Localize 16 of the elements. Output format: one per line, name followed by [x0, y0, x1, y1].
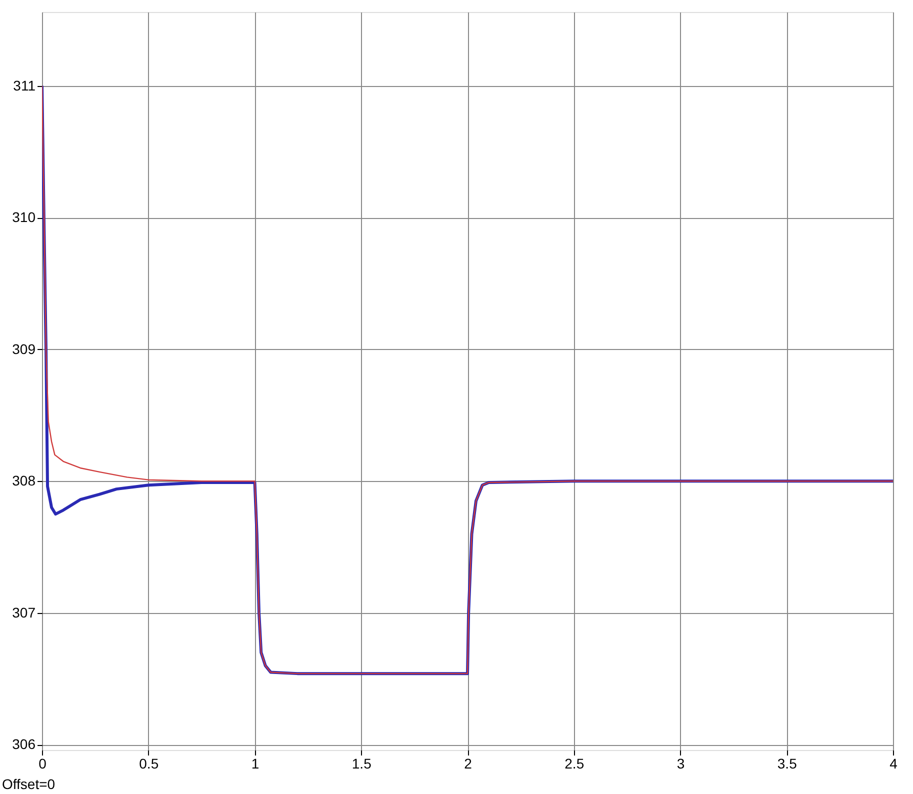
x-tick-label: 1: [251, 756, 260, 772]
x-tick-label: 0.5: [139, 756, 159, 772]
y-tick-label: 306: [12, 736, 36, 752]
y-tick-label: 310: [12, 209, 36, 226]
x-tick-label: 4: [890, 756, 898, 772]
x-tick-label: 2.5: [564, 756, 584, 772]
y-tick-label: 308: [12, 472, 36, 489]
y-tick-label: 311: [13, 77, 36, 94]
x-tick-label: 3.5: [777, 756, 798, 772]
x-tick-label: 3: [676, 756, 685, 772]
x-tick-label: 2: [464, 756, 472, 772]
y-tick-label: 307: [12, 604, 36, 620]
text: Offset=0: [2, 776, 56, 792]
x-tick-label: 0: [38, 756, 47, 772]
y-tick-label: 309: [12, 340, 36, 357]
x-tick-label: 1.5: [352, 756, 372, 772]
